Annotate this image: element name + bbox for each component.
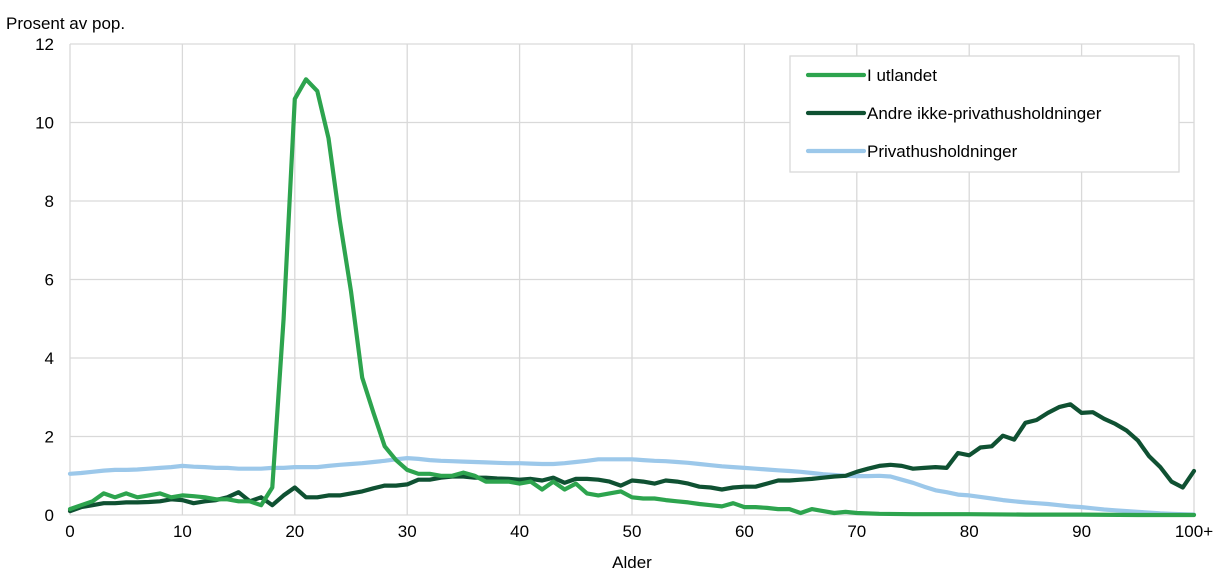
y-axis-title: Prosent av pop.	[6, 14, 125, 33]
y-tick-label: 8	[45, 192, 54, 211]
legend-label: Andre ikke-privathusholdninger	[867, 104, 1102, 123]
y-tick-label: 10	[35, 114, 54, 133]
y-tick-label: 0	[45, 506, 54, 525]
y-tick-label: 6	[45, 271, 54, 290]
x-tick-label: 90	[1072, 522, 1091, 541]
legend-label: I utlandet	[867, 66, 937, 85]
x-tick-label: 60	[735, 522, 754, 541]
grid-lines	[69, 43, 1195, 516]
series-line-1	[67, 402, 1197, 514]
y-tick-label: 12	[35, 35, 54, 54]
x-tick-label: 80	[960, 522, 979, 541]
x-tick-label: 40	[510, 522, 529, 541]
x-tick-label: 30	[398, 522, 417, 541]
x-tick-label: 0	[65, 522, 74, 541]
tick-labels: 0 2 4 6 8 10 12 0 10 20 30 40 50 60 70 80 90 100+	[35, 35, 1213, 541]
series-line-0	[67, 77, 1197, 518]
legend: I utlandet Andre ikke-privathusholdninger…	[789, 55, 1180, 173]
series-lines	[67, 77, 1197, 518]
x-tick-label: 20	[285, 522, 304, 541]
y-tick-label: 4	[45, 349, 54, 368]
series-line-2	[67, 456, 1197, 517]
x-axis-title: Alder	[612, 553, 652, 572]
y-tick-label: 2	[45, 428, 54, 447]
x-tick-label: 10	[173, 522, 192, 541]
x-tick-label: 100+	[1175, 522, 1213, 541]
x-tick-label: 70	[847, 522, 866, 541]
legend-label: Privathusholdninger	[867, 142, 1018, 161]
x-tick-label: 50	[623, 522, 642, 541]
